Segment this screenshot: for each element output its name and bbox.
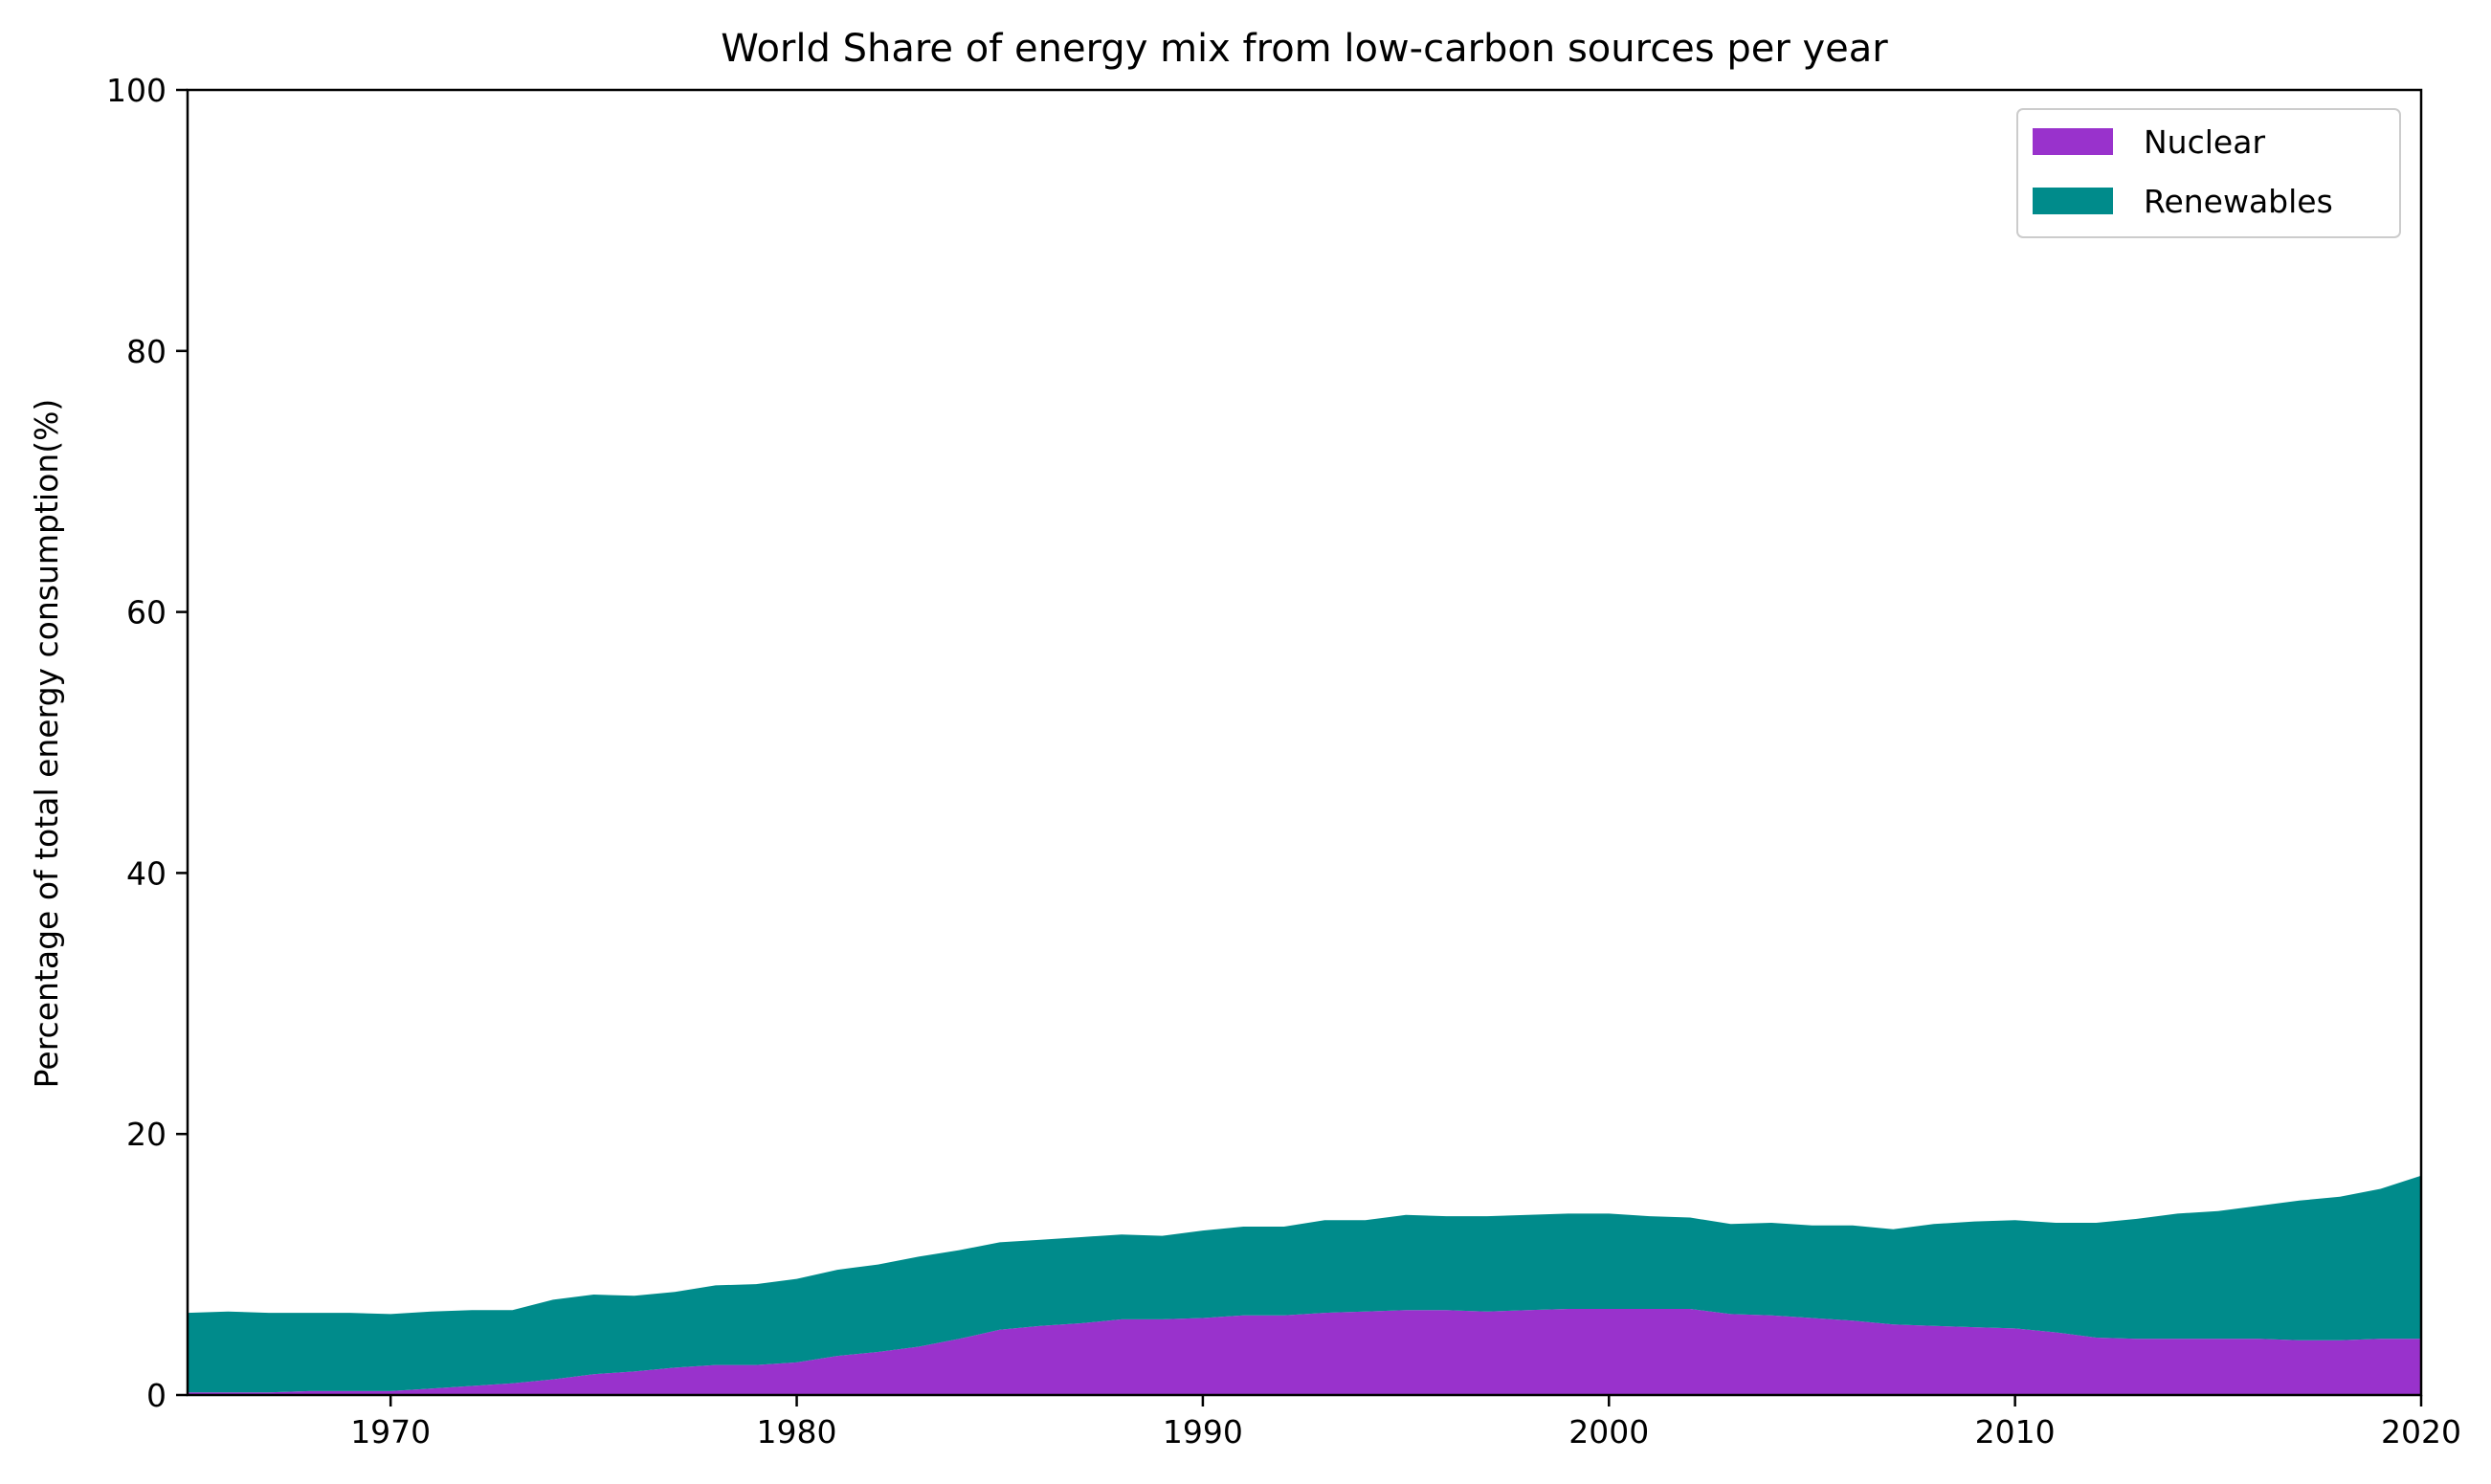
y-tick-label: 40 [126, 854, 167, 892]
x-tick-label: 2020 [2381, 1413, 2461, 1451]
x-tick-label: 1990 [1163, 1413, 1243, 1451]
y-axis-label: Percentage of total energy consumption(%… [28, 399, 65, 1089]
area-renewables [188, 1175, 2421, 1393]
x-tick-label: 1980 [757, 1413, 837, 1451]
area-series-group [188, 1175, 2421, 1395]
legend-swatch-nuclear [2033, 128, 2113, 155]
legend-swatch-renewables [2033, 188, 2113, 214]
x-tick-label: 2000 [1568, 1413, 1649, 1451]
legend: Nuclear Renewables [2016, 108, 2401, 238]
y-tick-label: 20 [126, 1116, 167, 1153]
y-tick-label: 80 [126, 333, 167, 370]
x-axis: 1970 1980 1990 2000 2010 2020 [350, 1395, 2461, 1451]
y-axis: 0 20 40 60 80 100 [106, 72, 188, 1414]
y-tick-label: 100 [106, 72, 167, 109]
legend-label-nuclear: Nuclear [2144, 123, 2265, 161]
x-tick-label: 1970 [350, 1413, 431, 1451]
y-tick-label: 0 [146, 1377, 167, 1414]
area-nuclear [188, 1309, 2421, 1395]
y-tick-label: 60 [126, 594, 167, 631]
plot-frame [186, 88, 2423, 1397]
x-tick-label: 2010 [1975, 1413, 2056, 1451]
chart-title: World Share of energy mix from low-carbo… [721, 27, 1888, 71]
legend-label-renewables: Renewables [2144, 183, 2333, 220]
